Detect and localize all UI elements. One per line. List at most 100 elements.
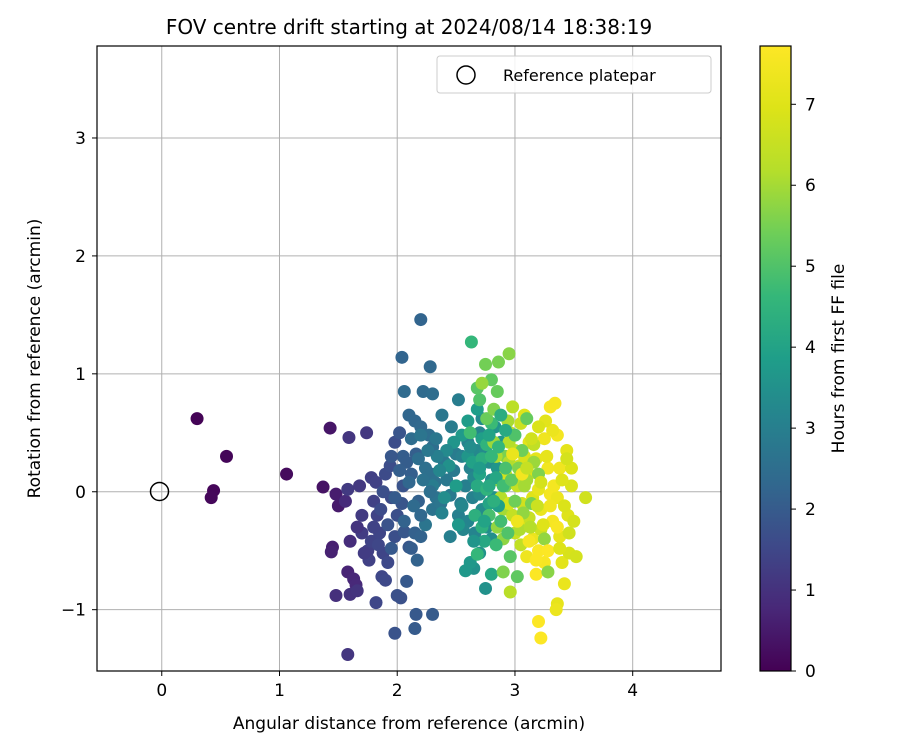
data-point [388,626,402,640]
data-point [338,494,352,508]
data-point [529,567,543,581]
data-point [540,449,554,463]
data-point [529,553,543,567]
data-point [355,508,369,522]
data-point [381,518,395,532]
data-point [190,412,204,426]
colorbar-gradient [759,45,792,672]
colorbar-label: Hours from first FF file [829,264,849,454]
grid [97,46,721,671]
data-point [564,479,578,493]
data-point [459,479,473,493]
data-point [555,556,569,570]
data-point [477,514,491,528]
data-point [463,426,477,440]
data-point [204,491,218,505]
data-point [475,376,489,390]
data-point [499,423,513,437]
data-point [579,491,593,505]
data-point [357,546,371,560]
data-point [342,431,356,445]
data-point [522,534,536,548]
data-point [429,432,443,446]
y-axis-label: Rotation from reference (arcmin) [25,219,45,499]
data-point [393,464,407,478]
data-point [480,412,494,426]
data-point [404,541,418,555]
data-point [562,526,576,540]
data-point [569,550,583,564]
data-point [371,538,385,552]
data-point [557,577,571,591]
colorbar-tick-label: 3 [805,419,816,439]
data-point [388,491,402,505]
data-point [477,534,491,548]
colorbar-tick-label: 2 [805,500,816,520]
data-point [520,461,534,475]
data-point [435,408,449,422]
data-point [444,420,458,434]
data-point [503,550,517,564]
data-point [384,449,398,463]
colorbar: 0 1 2 3 4 5 6 7 Hours from first FF file [759,45,849,682]
data-point [473,393,487,407]
data-point [329,487,343,501]
x-tick-label: 3 [510,681,521,701]
data-point [520,412,534,426]
data-point [530,499,544,513]
data-point [323,421,337,435]
x-axis-label: Angular distance from reference (arcmin) [233,714,585,734]
x-axis: 0 1 2 3 4 [156,671,638,701]
data-point [560,452,574,466]
x-tick-label: 0 [156,681,167,701]
data-point [395,350,409,364]
data-point [414,428,428,442]
data-point [440,473,454,487]
data-point [316,480,330,494]
data-point [407,499,421,513]
data-point [400,574,414,588]
legend-box [436,55,712,94]
data-point [433,464,447,478]
data-point [506,400,520,414]
data-point [369,475,383,489]
data-point [494,408,508,422]
colorbar-tick-label: 7 [805,95,816,115]
data-point [503,585,517,599]
data-point [421,443,435,457]
data-point [437,491,451,505]
data-point [536,518,550,532]
data-point [397,385,411,399]
data-point [550,520,564,534]
data-point [479,581,493,595]
data-point [508,494,522,508]
colorbar-tick-label: 1 [805,581,816,601]
x-tick-label: 1 [274,681,285,701]
data-point [329,589,343,603]
data-point [553,461,567,475]
data-point [353,479,367,493]
data-point [484,567,498,581]
data-point [543,499,557,513]
data-point [532,420,546,434]
data-point [490,385,504,399]
data-point [451,393,465,407]
y-tick-label: 3 [75,129,86,149]
data-point [494,514,508,528]
data-point [414,508,428,522]
y-axis: −1 0 1 2 3 [61,129,97,621]
colorbar-tick-label: 6 [805,176,816,196]
colorbar-tick-label: 4 [805,338,816,358]
data-point [374,502,388,516]
data-point [414,313,428,327]
data-point [468,508,482,522]
data-point [470,547,484,561]
data-point [532,614,546,628]
y-tick-label: −1 [61,601,86,621]
data-point [548,396,562,410]
data-point [324,545,338,559]
data-point [549,603,563,617]
data-point [280,467,294,481]
data-point [426,607,440,621]
